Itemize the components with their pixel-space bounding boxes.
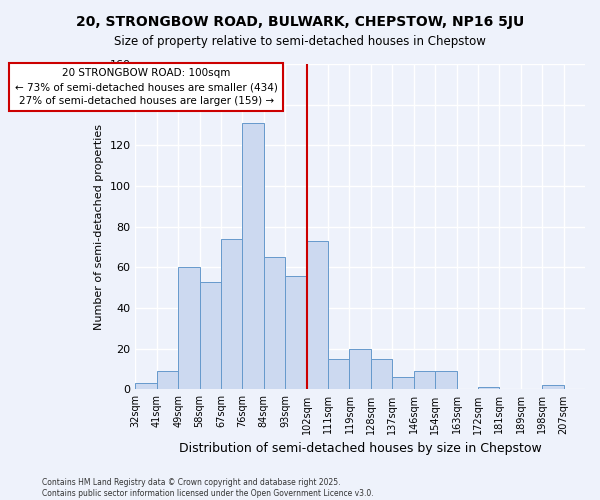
Text: Size of property relative to semi-detached houses in Chepstow: Size of property relative to semi-detach…	[114, 35, 486, 48]
Bar	[349, 349, 371, 390]
Text: 20, STRONGBOW ROAD, BULWARK, CHEPSTOW, NP16 5JU: 20, STRONGBOW ROAD, BULWARK, CHEPSTOW, N…	[76, 15, 524, 29]
Bar	[157, 371, 178, 390]
Bar	[264, 257, 285, 390]
Text: 20 STRONGBOW ROAD: 100sqm
← 73% of semi-detached houses are smaller (434)
27% of: 20 STRONGBOW ROAD: 100sqm ← 73% of semi-…	[14, 68, 278, 106]
Bar	[242, 123, 264, 390]
Bar	[221, 239, 242, 390]
Text: Contains HM Land Registry data © Crown copyright and database right 2025.
Contai: Contains HM Land Registry data © Crown c…	[42, 478, 374, 498]
Bar	[371, 359, 392, 390]
Y-axis label: Number of semi-detached properties: Number of semi-detached properties	[94, 124, 104, 330]
Bar	[200, 282, 221, 390]
Bar	[178, 268, 200, 390]
Bar	[285, 276, 307, 390]
Bar	[392, 377, 414, 390]
Bar	[542, 386, 563, 390]
Bar	[136, 384, 157, 390]
Bar	[307, 241, 328, 390]
Bar	[328, 359, 349, 390]
Bar	[435, 371, 457, 390]
Bar	[414, 371, 435, 390]
Bar	[478, 388, 499, 390]
X-axis label: Distribution of semi-detached houses by size in Chepstow: Distribution of semi-detached houses by …	[179, 442, 542, 455]
